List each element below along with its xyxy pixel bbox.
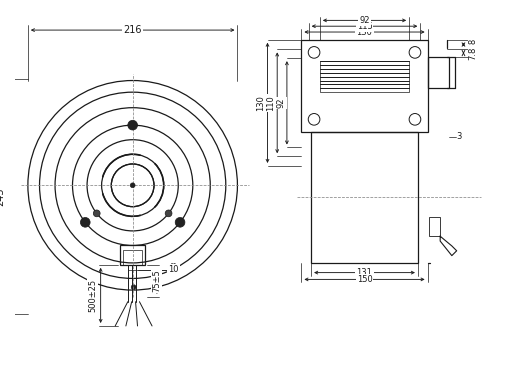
Text: 3: 3: [457, 132, 462, 141]
Bar: [428, 57, 449, 88]
Circle shape: [131, 285, 136, 290]
Text: 7.8: 7.8: [469, 46, 478, 60]
Text: 131: 131: [357, 268, 373, 277]
Bar: [120, 245, 145, 265]
Circle shape: [94, 210, 100, 217]
Text: 92: 92: [276, 98, 286, 108]
Text: 243: 243: [0, 187, 6, 206]
Bar: [311, 132, 418, 263]
Circle shape: [128, 120, 137, 130]
Text: 92: 92: [359, 16, 370, 25]
Bar: [123, 250, 143, 265]
Bar: [320, 61, 409, 92]
Text: 500±25: 500±25: [88, 279, 98, 312]
Bar: [301, 40, 428, 132]
Circle shape: [130, 183, 135, 188]
Text: 130: 130: [256, 95, 265, 111]
Text: 130: 130: [357, 28, 373, 37]
Circle shape: [80, 218, 90, 227]
Bar: [429, 217, 440, 236]
Text: 110: 110: [266, 95, 275, 111]
Text: 216: 216: [123, 25, 142, 35]
Circle shape: [165, 210, 172, 217]
Circle shape: [175, 218, 185, 227]
Text: 115: 115: [357, 22, 373, 31]
Text: 75±5: 75±5: [152, 269, 161, 292]
Text: 150: 150: [357, 275, 373, 284]
Text: 10: 10: [168, 265, 179, 274]
Text: 9.8: 9.8: [469, 38, 478, 51]
